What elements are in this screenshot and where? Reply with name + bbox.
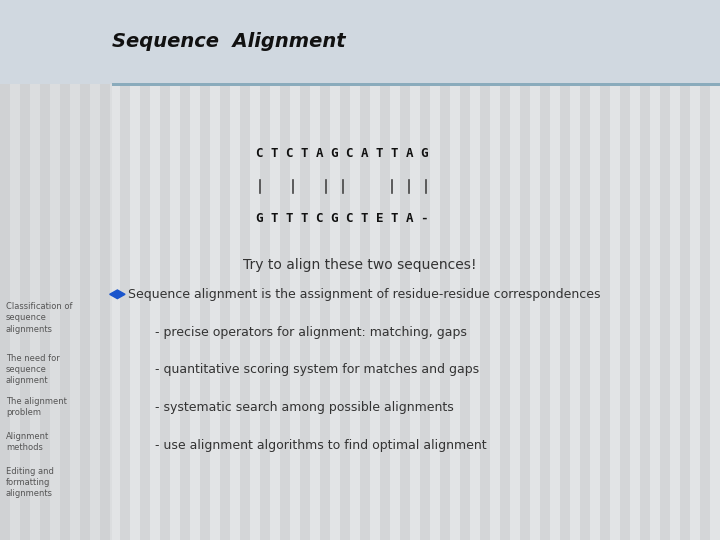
- Bar: [630, 0, 640, 540]
- Bar: [310, 0, 320, 540]
- Bar: [530, 0, 540, 540]
- Text: Sequence alignment is the assignment of residue-residue correspondences: Sequence alignment is the assignment of …: [128, 288, 600, 301]
- Bar: [440, 0, 450, 540]
- Bar: [610, 0, 620, 540]
- Bar: [660, 0, 670, 540]
- Bar: [260, 0, 270, 540]
- Bar: [570, 0, 580, 540]
- Text: Try to align these two sequences!: Try to align these two sequences!: [243, 258, 477, 272]
- Text: G T T T C G C T E T A -: G T T T C G C T E T A -: [256, 212, 428, 225]
- Bar: [470, 0, 480, 540]
- Bar: [60, 0, 70, 540]
- Bar: [80, 0, 90, 540]
- Bar: [700, 0, 710, 540]
- Text: - precise operators for alignment: matching, gaps: - precise operators for alignment: match…: [155, 326, 467, 339]
- Text: Editing and
formatting
alignments: Editing and formatting alignments: [6, 467, 53, 498]
- Bar: [680, 0, 690, 540]
- Bar: [460, 0, 470, 540]
- Bar: [410, 0, 420, 540]
- Bar: [0, 0, 720, 84]
- Text: Classification of
sequence
alignments: Classification of sequence alignments: [6, 302, 72, 334]
- Bar: [580, 0, 590, 540]
- Bar: [370, 0, 380, 540]
- Text: - use alignment algorithms to find optimal alignment: - use alignment algorithms to find optim…: [155, 439, 487, 452]
- Text: - quantitative scoring system for matches and gaps: - quantitative scoring system for matche…: [155, 363, 479, 376]
- Bar: [140, 0, 150, 540]
- Bar: [190, 0, 200, 540]
- Bar: [450, 0, 460, 540]
- Bar: [220, 0, 230, 540]
- Bar: [150, 0, 160, 540]
- Bar: [670, 0, 680, 540]
- Bar: [490, 0, 500, 540]
- Bar: [250, 0, 260, 540]
- Bar: [500, 0, 510, 540]
- Bar: [180, 0, 190, 540]
- Bar: [0, 0, 10, 540]
- Text: Alignment
methods: Alignment methods: [6, 432, 49, 452]
- Bar: [710, 0, 720, 540]
- Polygon shape: [109, 290, 125, 299]
- Bar: [590, 0, 600, 540]
- Bar: [30, 0, 40, 540]
- Bar: [420, 0, 430, 540]
- Bar: [600, 0, 610, 540]
- Bar: [550, 0, 560, 540]
- Bar: [230, 0, 240, 540]
- Bar: [690, 0, 700, 540]
- Bar: [560, 0, 570, 540]
- Text: The alignment
problem: The alignment problem: [6, 397, 67, 417]
- Bar: [390, 0, 400, 540]
- Bar: [240, 0, 250, 540]
- Bar: [360, 0, 370, 540]
- Text: The need for
sequence
alignment: The need for sequence alignment: [6, 354, 60, 385]
- Bar: [100, 0, 110, 540]
- Bar: [350, 0, 360, 540]
- Text: C T C T A G C A T T A G: C T C T A G C A T T A G: [256, 147, 428, 160]
- Bar: [640, 0, 650, 540]
- Bar: [210, 0, 220, 540]
- Bar: [400, 0, 410, 540]
- Bar: [90, 0, 100, 540]
- Bar: [280, 0, 290, 540]
- Bar: [10, 0, 20, 540]
- Bar: [160, 0, 170, 540]
- Bar: [380, 0, 390, 540]
- Bar: [110, 0, 120, 540]
- Bar: [330, 0, 340, 540]
- Text: - systematic search among possible alignments: - systematic search among possible align…: [155, 401, 454, 414]
- Bar: [480, 0, 490, 540]
- Bar: [270, 0, 280, 540]
- Bar: [50, 0, 60, 540]
- Text: Sequence  Alignment: Sequence Alignment: [112, 32, 345, 51]
- Bar: [170, 0, 180, 540]
- Bar: [0, 84, 112, 540]
- Bar: [20, 0, 30, 540]
- Bar: [540, 0, 550, 540]
- Bar: [40, 0, 50, 540]
- Bar: [112, 83, 720, 86]
- Bar: [430, 0, 440, 540]
- Bar: [130, 0, 140, 540]
- Bar: [120, 0, 130, 540]
- Bar: [650, 0, 660, 540]
- Bar: [340, 0, 350, 540]
- Bar: [510, 0, 520, 540]
- Bar: [290, 0, 300, 540]
- Bar: [70, 0, 80, 540]
- Bar: [620, 0, 630, 540]
- Bar: [300, 0, 310, 540]
- Bar: [520, 0, 530, 540]
- Bar: [200, 0, 210, 540]
- Bar: [320, 0, 330, 540]
